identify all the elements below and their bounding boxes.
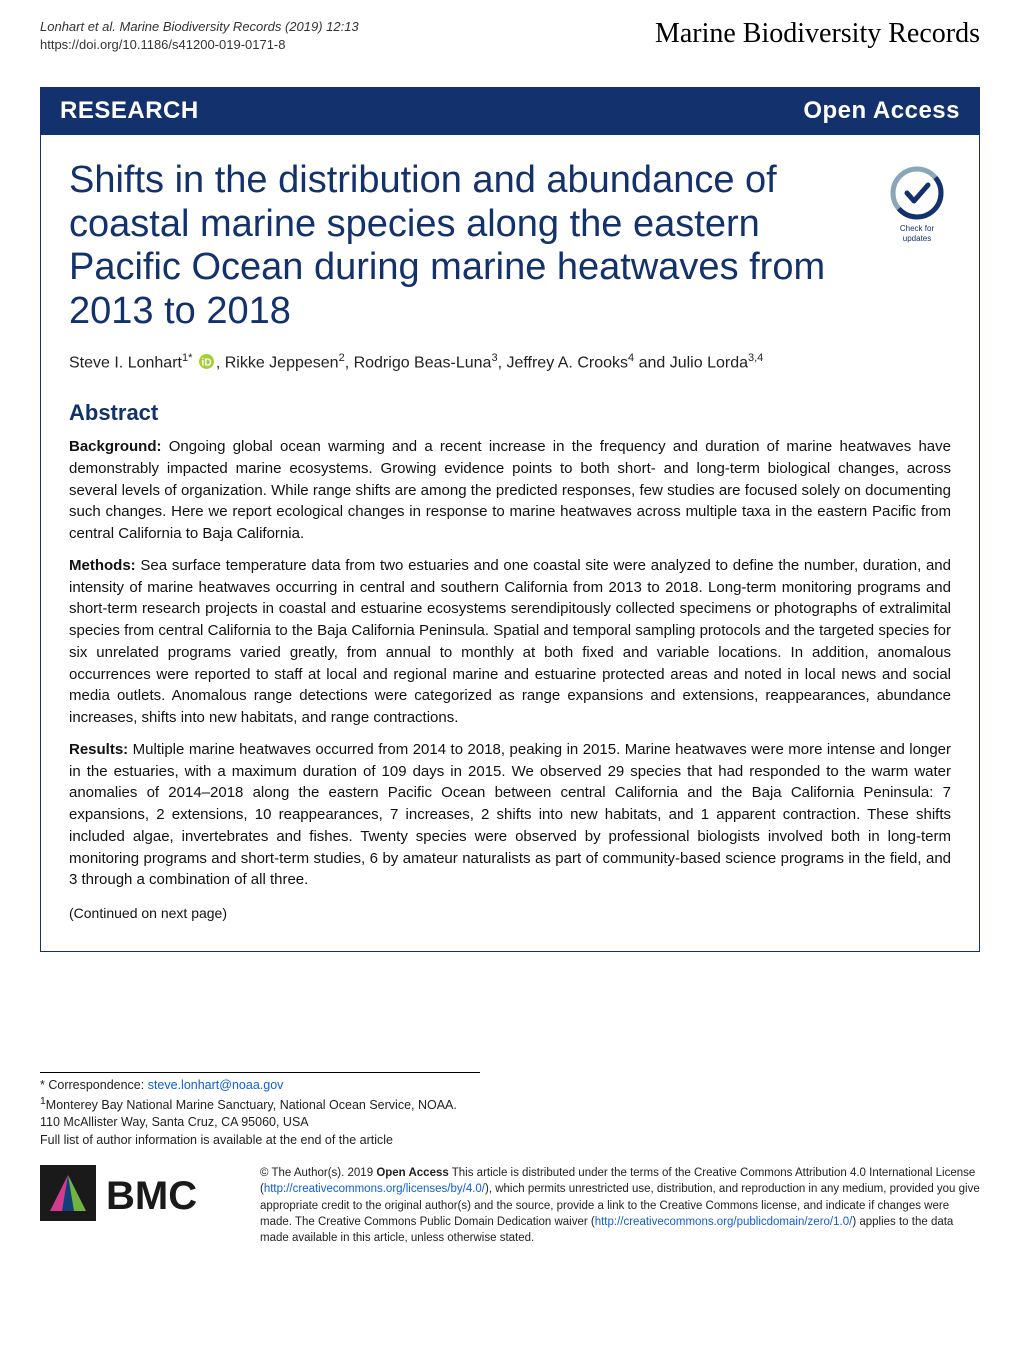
open-access-label: Open Access bbox=[803, 97, 960, 125]
header-left: Lonhart et al. Marine Biodiversity Recor… bbox=[40, 18, 359, 53]
correspondence-block: * Correspondence: steve.lonhart@noaa.gov… bbox=[40, 1072, 480, 1149]
continued-note: (Continued on next page) bbox=[69, 905, 951, 921]
bmc-logo: BMC bbox=[40, 1165, 240, 1234]
author-5-aff: 3,4 bbox=[748, 352, 763, 364]
article-title: Shifts in the distribution and abundance… bbox=[69, 159, 869, 334]
orcid-icon[interactable]: iD bbox=[199, 354, 214, 369]
svg-text:updates: updates bbox=[903, 234, 931, 243]
svg-text:Check for: Check for bbox=[900, 224, 935, 233]
section-label: RESEARCH bbox=[60, 97, 199, 125]
crossmark-icon: Check for updates bbox=[883, 165, 951, 245]
doi-line: https://doi.org/10.1186/s41200-019-0171-… bbox=[40, 36, 359, 54]
running-header: Lonhart et al. Marine Biodiversity Recor… bbox=[0, 0, 1020, 59]
citation-line: Lonhart et al. Marine Biodiversity Recor… bbox=[40, 18, 359, 36]
author-1: Steve I. Lonhart bbox=[69, 354, 182, 371]
article-frame: Shifts in the distribution and abundance… bbox=[40, 135, 980, 952]
author-4-pre: , Jeffrey A. Crooks bbox=[498, 354, 628, 371]
background-label: Background: bbox=[69, 438, 162, 455]
license-pre: © The Author(s). 2019 bbox=[260, 1167, 376, 1179]
abstract-methods: Methods: Sea surface temperature data fr… bbox=[69, 555, 951, 729]
aff1-text: Monterey Bay National Marine Sanctuary, … bbox=[46, 1098, 457, 1112]
footer-row: BMC © The Author(s). 2019 Open Access Th… bbox=[40, 1165, 980, 1245]
correspondence-line: * Correspondence: steve.lonhart@noaa.gov bbox=[40, 1077, 480, 1095]
author-1-aff: 1* bbox=[182, 352, 192, 364]
author-5-pre: and Julio Lorda bbox=[634, 354, 748, 371]
abstract-results: Results: Multiple marine heatwaves occur… bbox=[69, 739, 951, 891]
cc-license-link[interactable]: http://creativecommons.org/licenses/by/4… bbox=[264, 1183, 485, 1195]
crossmark-badge[interactable]: Check for updates bbox=[883, 165, 951, 245]
title-row: Shifts in the distribution and abundance… bbox=[69, 159, 951, 334]
results-label: Results: bbox=[69, 741, 128, 758]
methods-text: Sea surface temperature data from two es… bbox=[69, 557, 951, 726]
section-banner: RESEARCH Open Access bbox=[40, 87, 980, 135]
license-open-access: Open Access bbox=[376, 1167, 448, 1179]
full-author-list-note: Full list of author information is avail… bbox=[40, 1132, 480, 1150]
background-text: Ongoing global ocean warming and a recen… bbox=[69, 438, 951, 542]
journal-name: Marine Biodiversity Records bbox=[655, 18, 980, 50]
correspondence-label: * Correspondence: bbox=[40, 1078, 148, 1092]
author-line: Steve I. Lonhart1* iD , Rikke Jeppesen2,… bbox=[69, 352, 951, 372]
svg-text:BMC: BMC bbox=[106, 1174, 197, 1218]
results-text: Multiple marine heatwaves occurred from … bbox=[69, 741, 951, 889]
abstract-background: Background: Ongoing global ocean warming… bbox=[69, 436, 951, 545]
author-3-pre: , Rodrigo Beas-Luna bbox=[345, 354, 492, 371]
aff1-address: 110 McAllister Way, Santa Cruz, CA 95060… bbox=[40, 1114, 480, 1132]
correspondence-email[interactable]: steve.lonhart@noaa.gov bbox=[148, 1078, 284, 1092]
abstract-heading: Abstract bbox=[69, 400, 951, 426]
affiliation-1: 1Monterey Bay National Marine Sanctuary,… bbox=[40, 1095, 480, 1115]
page-root: Lonhart et al. Marine Biodiversity Recor… bbox=[0, 0, 1020, 1246]
svg-text:iD: iD bbox=[201, 357, 211, 368]
author-2-pre: , Rikke Jeppesen bbox=[216, 354, 339, 371]
cc-waiver-link[interactable]: http://creativecommons.org/publicdomain/… bbox=[595, 1216, 853, 1228]
license-text: © The Author(s). 2019 Open Access This a… bbox=[260, 1165, 980, 1245]
methods-label: Methods: bbox=[69, 557, 136, 574]
